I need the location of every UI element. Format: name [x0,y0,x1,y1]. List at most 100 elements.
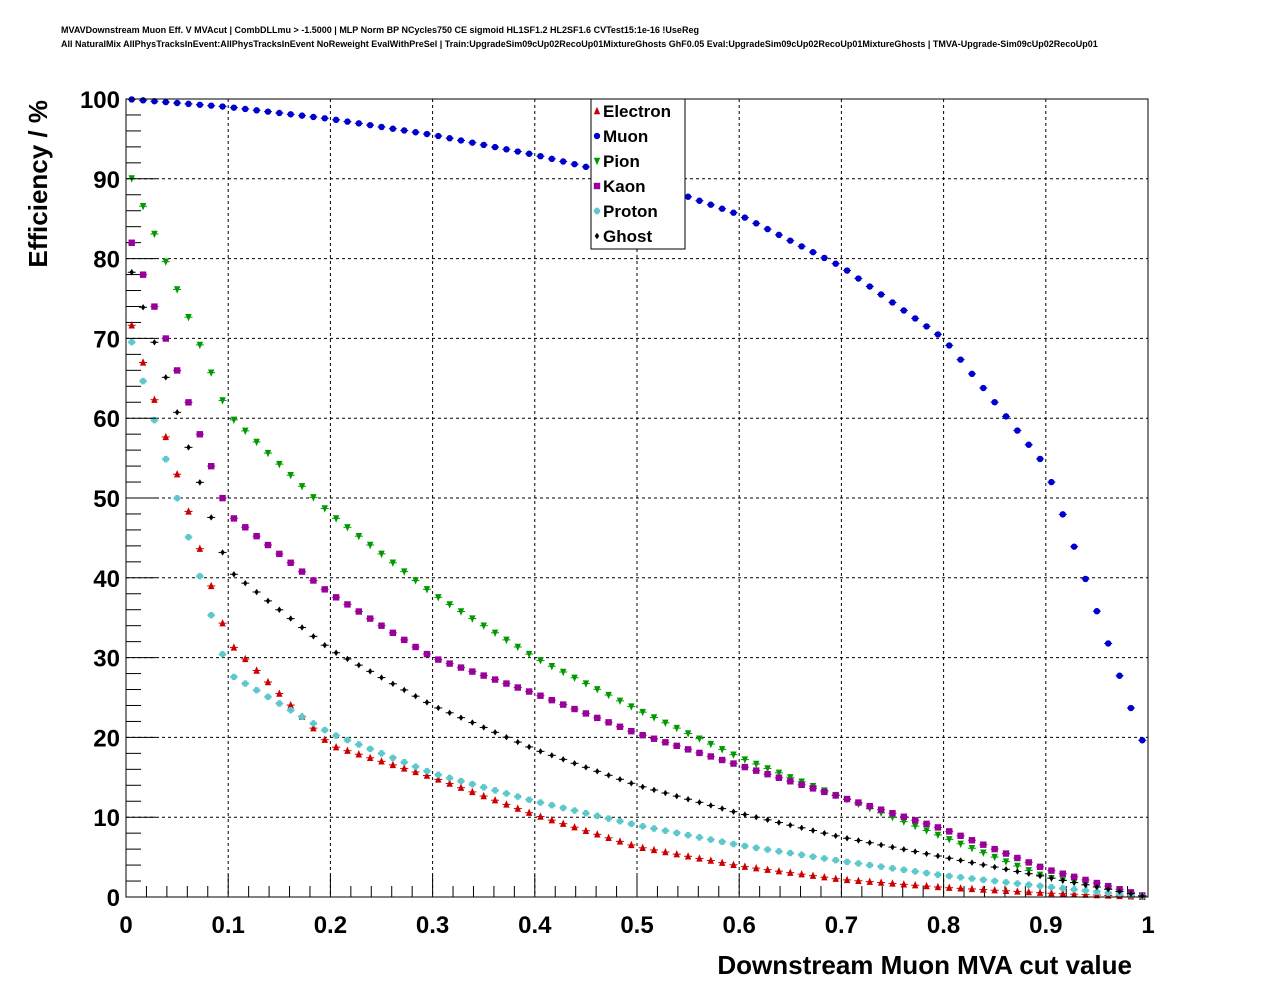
data-point-proton [446,774,453,782]
data-point-ghost [254,588,259,596]
data-point-ghost [197,479,203,486]
data-point-ghost [1049,874,1054,882]
data-point-proton [412,763,419,770]
data-point-electron [139,358,147,366]
legend-marker [593,132,601,140]
data-point-electron [741,862,749,870]
x-axis-ticks: 0 0.1 0.2 0.3 0.4 0.5 0.6 0.7 0.8 0.9 1 [119,875,1155,939]
data-point-muon [355,120,363,127]
data-point-pion [1002,858,1010,866]
data-point-proton [1082,887,1089,894]
data-point-muon [934,331,942,338]
data-point-pion [923,827,930,835]
data-point-muon [946,342,953,349]
data-point-pion [730,751,737,759]
data-point-electron [684,852,692,860]
legend: Electron Muon Pion Kaon Proton Ghost [590,98,686,250]
data-point-electron [1059,889,1066,897]
data-point-ghost [992,863,997,871]
data-point-electron [151,395,158,403]
data-point-kaon [707,753,715,760]
data-point-ghost [799,824,804,832]
data-point-muon [332,116,340,124]
data-point-kaon [639,731,646,739]
y-axis-label: Efficiency / % [23,100,53,268]
data-point-kaon [151,303,158,310]
data-point-electron [991,886,998,894]
data-point-kaon [855,799,862,806]
data-point-ghost [1128,890,1134,897]
data-point-ghost [708,802,714,809]
data-point-kaon [957,832,964,840]
data-point-muon [730,209,737,216]
y-tick-label: 80 [93,247,120,274]
data-point-electron [707,856,715,864]
x-tick-label: 0.7 [825,912,858,939]
data-point-electron [923,881,930,890]
data-point-ghost [1083,881,1088,889]
data-point-electron [911,881,919,889]
data-point-kaon [741,763,749,771]
data-point-pion [696,735,703,743]
data-point-electron [1036,888,1044,896]
data-point-proton [525,796,533,803]
data-point-pion [457,608,465,616]
data-point-pion [151,230,158,239]
data-point-muon [242,105,249,113]
data-point-pion [242,427,249,436]
data-point-electron [1070,889,1078,898]
data-point-electron [559,819,567,827]
data-point-electron [787,868,794,876]
data-point-pion [934,831,942,840]
data-point-kaon [1093,879,1101,887]
data-point-electron [128,321,135,329]
data-point-proton [787,849,794,857]
data-point-muon [764,225,771,233]
data-point-muon [582,163,590,171]
data-point-ghost [129,269,134,276]
data-point-pion [435,594,442,602]
data-point-electron [821,872,828,881]
data-point-muon [469,139,476,146]
data-point-electron [730,860,737,869]
data-point-muon [1002,413,1010,420]
data-point-pion [775,769,783,778]
data-point-proton [855,860,862,867]
data-point-pion [537,657,544,665]
minor-ticks [126,114,1129,897]
data-point-proton [684,831,692,839]
data-point-muon [196,101,204,108]
series-ghost [127,269,1147,900]
data-point-electron [946,883,953,891]
data-point-proton [923,869,930,877]
data-point-ghost [424,699,430,706]
data-point-electron [355,750,363,758]
data-point-kaon [787,778,794,785]
data-point-ghost [458,714,464,721]
data-point-muon [151,98,158,105]
data-point-ghost [231,571,237,578]
data-point-pion [253,438,260,447]
data-point-kaon [934,824,942,831]
data-point-muon [525,150,533,157]
data-point-proton [1048,883,1055,891]
data-point-pion [980,849,987,857]
data-point-electron [1025,887,1032,896]
data-point-muon [957,356,964,363]
data-point-kaon [401,636,408,644]
data-point-kaon [457,664,465,671]
data-point-proton [650,825,658,832]
data-point-ghost [152,339,157,346]
data-point-kaon [366,615,374,622]
data-point-ghost [822,829,827,837]
data-point-kaon [594,714,601,722]
legend-item-ghost: Ghost [594,227,652,246]
data-point-ghost [311,633,316,640]
data-point-ghost [583,764,589,771]
data-point-proton [469,780,476,788]
data-point-electron [401,764,408,772]
data-point-ghost [186,444,191,451]
data-point-electron [344,746,351,754]
data-point-pion [480,622,487,630]
data-point-pion [548,663,556,671]
